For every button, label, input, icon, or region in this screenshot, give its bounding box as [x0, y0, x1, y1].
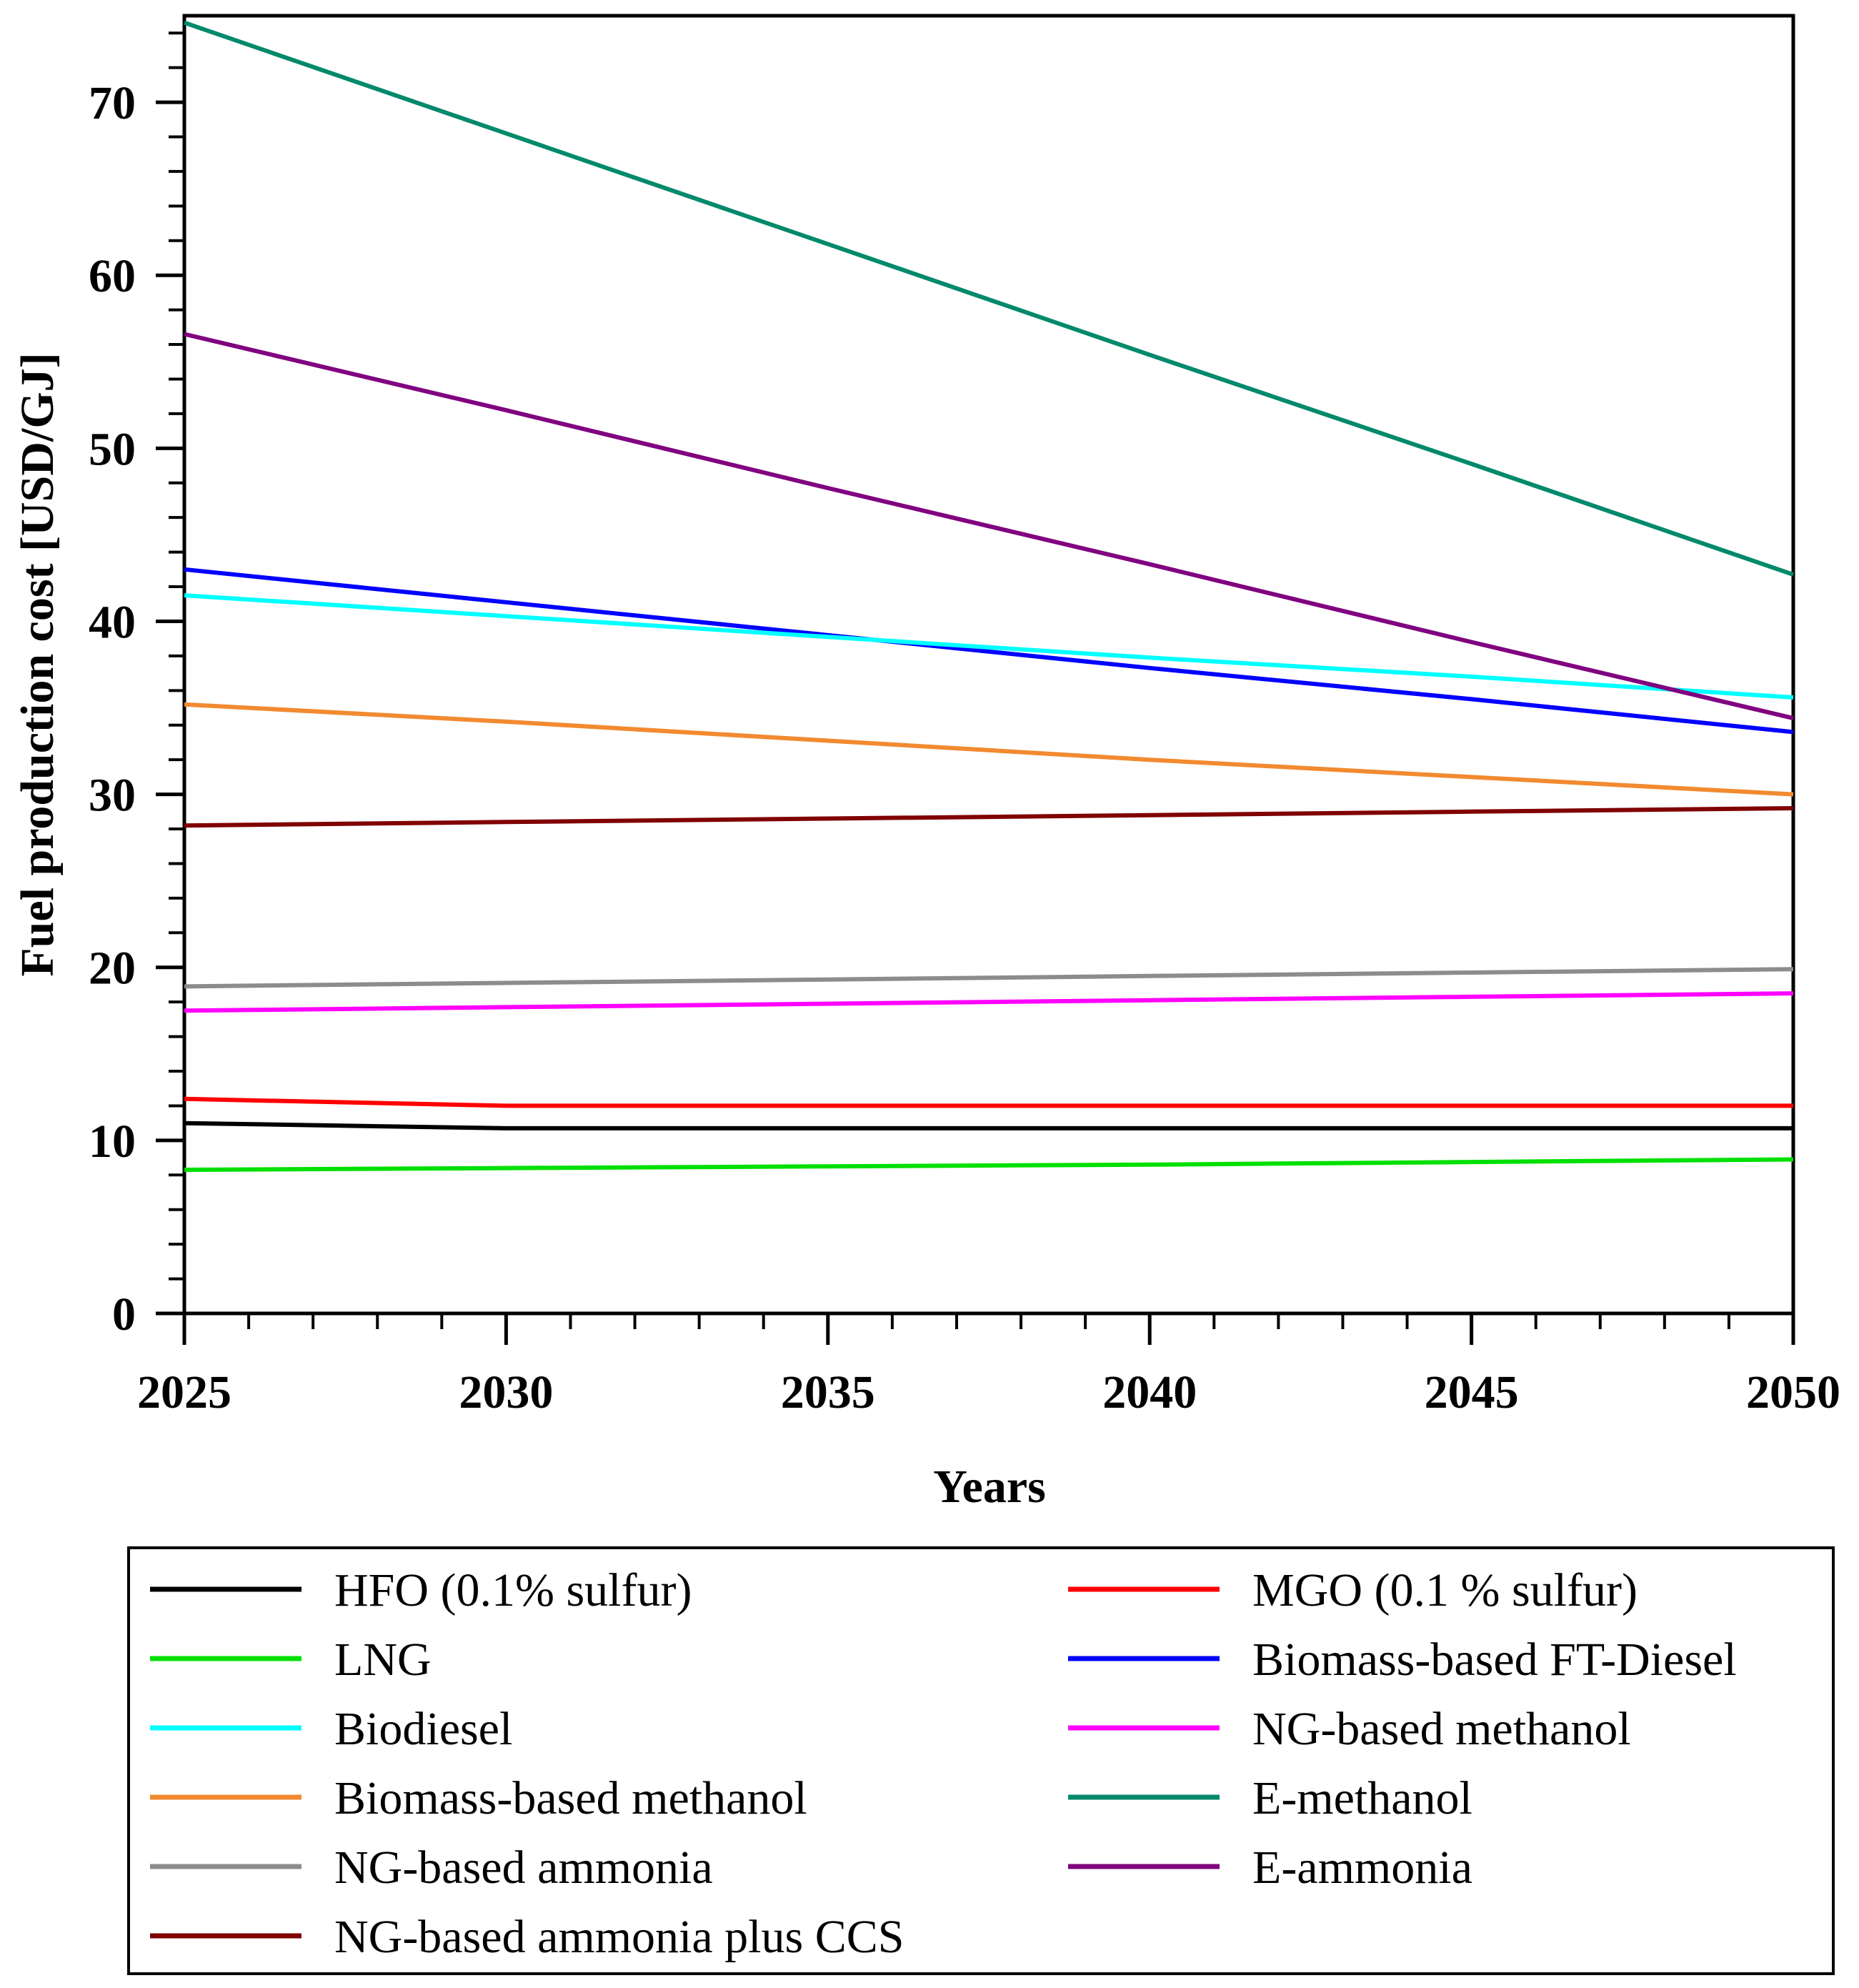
x-tick-label: 2040: [1102, 1366, 1197, 1418]
legend-label: Biomass-based methanol: [334, 1772, 807, 1824]
x-tick-label: 2030: [459, 1366, 553, 1418]
minor-ticks: [169, 31, 1730, 1329]
y-tick-label: 70: [89, 77, 136, 129]
legend-label: HFO (0.1% sulfur): [334, 1564, 692, 1616]
series-line-ng-based-methanol: [184, 991, 1794, 1013]
series-lines: [184, 20, 1794, 1172]
legend-item: LNG: [150, 1634, 432, 1686]
y-tick-label: 10: [89, 1115, 136, 1168]
series-line-biomass-based-methanol: [184, 702, 1794, 797]
legend-box: [127, 1546, 1835, 1975]
x-axis-title: Years: [933, 1461, 1046, 1513]
x-tick-label: 2045: [1425, 1366, 1519, 1418]
y-tick-label: 60: [89, 250, 136, 302]
x-tick-label: 2035: [781, 1366, 875, 1418]
legend-label: NG-based ammonia plus CCS: [334, 1911, 904, 1963]
legend-label: LNG: [334, 1634, 432, 1686]
legend-label: MGO (0.1 % sulfur): [1252, 1564, 1638, 1616]
series-line-ng-based-ammonia-plus-ccs: [184, 806, 1794, 828]
y-axis-title: Fuel production cost [USD/GJ]: [11, 352, 64, 976]
legend-item: Biomass-based methanol: [150, 1772, 807, 1824]
legend-item: HFO (0.1% sulfur): [150, 1564, 692, 1616]
y-tick-label: 40: [89, 596, 136, 648]
legend-item: NG-based ammonia: [150, 1842, 713, 1894]
major-ticks: [156, 100, 1795, 1345]
legend-item: E-methanol: [1068, 1772, 1472, 1824]
x-tick-label: 2050: [1746, 1366, 1840, 1418]
series-line-mgo-0-1-sulfur: [184, 1096, 1793, 1108]
series-line-hfo-0-1-sulfur: [184, 1120, 1793, 1130]
y-tick-label: 30: [89, 770, 136, 822]
plot-area-frame: [182, 14, 1795, 1316]
series-line-lng: [184, 1157, 1794, 1172]
series-line-ng-based-ammonia: [184, 967, 1794, 989]
y-tick-label: 50: [89, 423, 136, 475]
series-line-biodiesel: [184, 593, 1794, 700]
legend-item: Biodiesel: [150, 1703, 512, 1755]
legend-label: E-ammonia: [1252, 1842, 1472, 1894]
legend-label: E-methanol: [1252, 1772, 1472, 1824]
legend-label: NG-based ammonia: [334, 1842, 713, 1894]
legend-item: Biomass-based FT-Diesel: [1068, 1634, 1737, 1686]
legend: HFO (0.1% sulfur) MGO (0.1 % sulfur) LNG Bi…: [150, 1564, 1737, 1963]
legend-label: Biomass-based FT-Diesel: [1252, 1634, 1737, 1686]
legend-item: NG-based ammonia plus CCS: [150, 1911, 904, 1963]
legend-item: MGO (0.1 % sulfur): [1068, 1564, 1638, 1616]
y-tick-label: 0: [112, 1288, 136, 1341]
legend-item: E-ammonia: [1068, 1842, 1472, 1894]
series-line-e-methanol: [184, 20, 1794, 577]
y-tick-label: 20: [89, 943, 136, 995]
series-line-biomass-based-ft-diesel: [184, 567, 1794, 735]
series-line-e-ammonia: [184, 332, 1794, 721]
x-tick-label: 2025: [137, 1366, 231, 1418]
legend-label: NG-based methanol: [1252, 1703, 1631, 1755]
legend-item: NG-based methanol: [1068, 1703, 1631, 1755]
legend-label: Biodiesel: [334, 1703, 512, 1755]
